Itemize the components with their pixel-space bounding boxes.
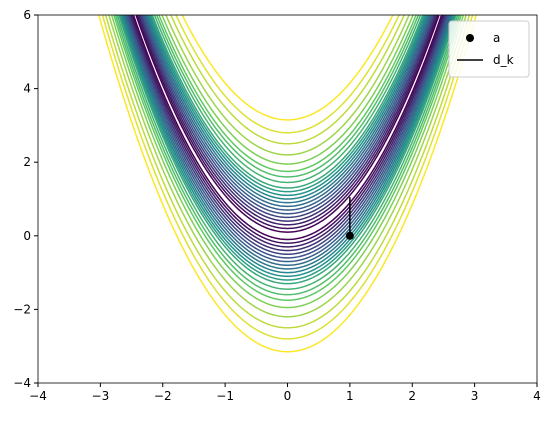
contour-line bbox=[130, 15, 445, 248]
contour-line bbox=[181, 15, 394, 121]
legend-box bbox=[448, 20, 530, 78]
contour-line bbox=[155, 15, 420, 178]
x-tick-label: 1 bbox=[346, 389, 354, 403]
contour-line bbox=[121, 15, 454, 274]
contour-line bbox=[135, 15, 440, 233]
contour-line bbox=[143, 15, 432, 211]
legend-swatch bbox=[466, 34, 474, 42]
contour-line bbox=[158, 15, 417, 173]
contour-line bbox=[175, 15, 400, 134]
legend-label: d_k bbox=[493, 53, 514, 67]
contour-line bbox=[120, 15, 455, 278]
contour-line bbox=[98, 15, 477, 353]
contour-line bbox=[145, 15, 430, 204]
y-tick-label: −2 bbox=[13, 302, 31, 316]
contour-line bbox=[147, 15, 428, 200]
x-tick-label: 0 bbox=[284, 389, 292, 403]
contour-line bbox=[140, 15, 435, 219]
y-tick-label: −4 bbox=[13, 376, 31, 390]
x-tick-label: −4 bbox=[29, 389, 47, 403]
contour-line bbox=[150, 15, 425, 193]
x-tick-label: −3 bbox=[92, 389, 110, 403]
contour-line bbox=[119, 15, 456, 281]
x-tick-label: −1 bbox=[216, 389, 234, 403]
x-tick-label: 4 bbox=[533, 389, 541, 403]
contour-line bbox=[128, 15, 447, 252]
contour-line bbox=[124, 15, 451, 266]
contour-line bbox=[148, 15, 427, 197]
contour-line bbox=[153, 15, 422, 184]
contour-line bbox=[144, 15, 431, 208]
contour-line bbox=[132, 15, 443, 241]
contour-line bbox=[165, 15, 410, 156]
contour-line bbox=[136, 15, 439, 230]
contour-line bbox=[161, 15, 414, 165]
contour-line bbox=[151, 15, 424, 189]
x-tick-label: 3 bbox=[471, 389, 479, 403]
x-tick-label: 2 bbox=[408, 389, 416, 403]
contour-line bbox=[122, 15, 453, 270]
contour-line bbox=[141, 15, 434, 215]
contour-line bbox=[127, 15, 448, 255]
contour-line bbox=[139, 15, 436, 222]
y-tick-label: 2 bbox=[23, 155, 31, 169]
contour-line bbox=[131, 15, 444, 244]
y-tick-label: 4 bbox=[23, 82, 31, 96]
contour-line bbox=[137, 15, 438, 226]
contour-line bbox=[125, 15, 450, 263]
contour-line bbox=[169, 15, 406, 145]
legend-label: a bbox=[493, 31, 500, 45]
y-tick-label: 0 bbox=[23, 229, 31, 243]
y-tick-label: 6 bbox=[23, 8, 31, 22]
x-tick-label: −2 bbox=[154, 389, 172, 403]
contour-line bbox=[126, 15, 449, 259]
